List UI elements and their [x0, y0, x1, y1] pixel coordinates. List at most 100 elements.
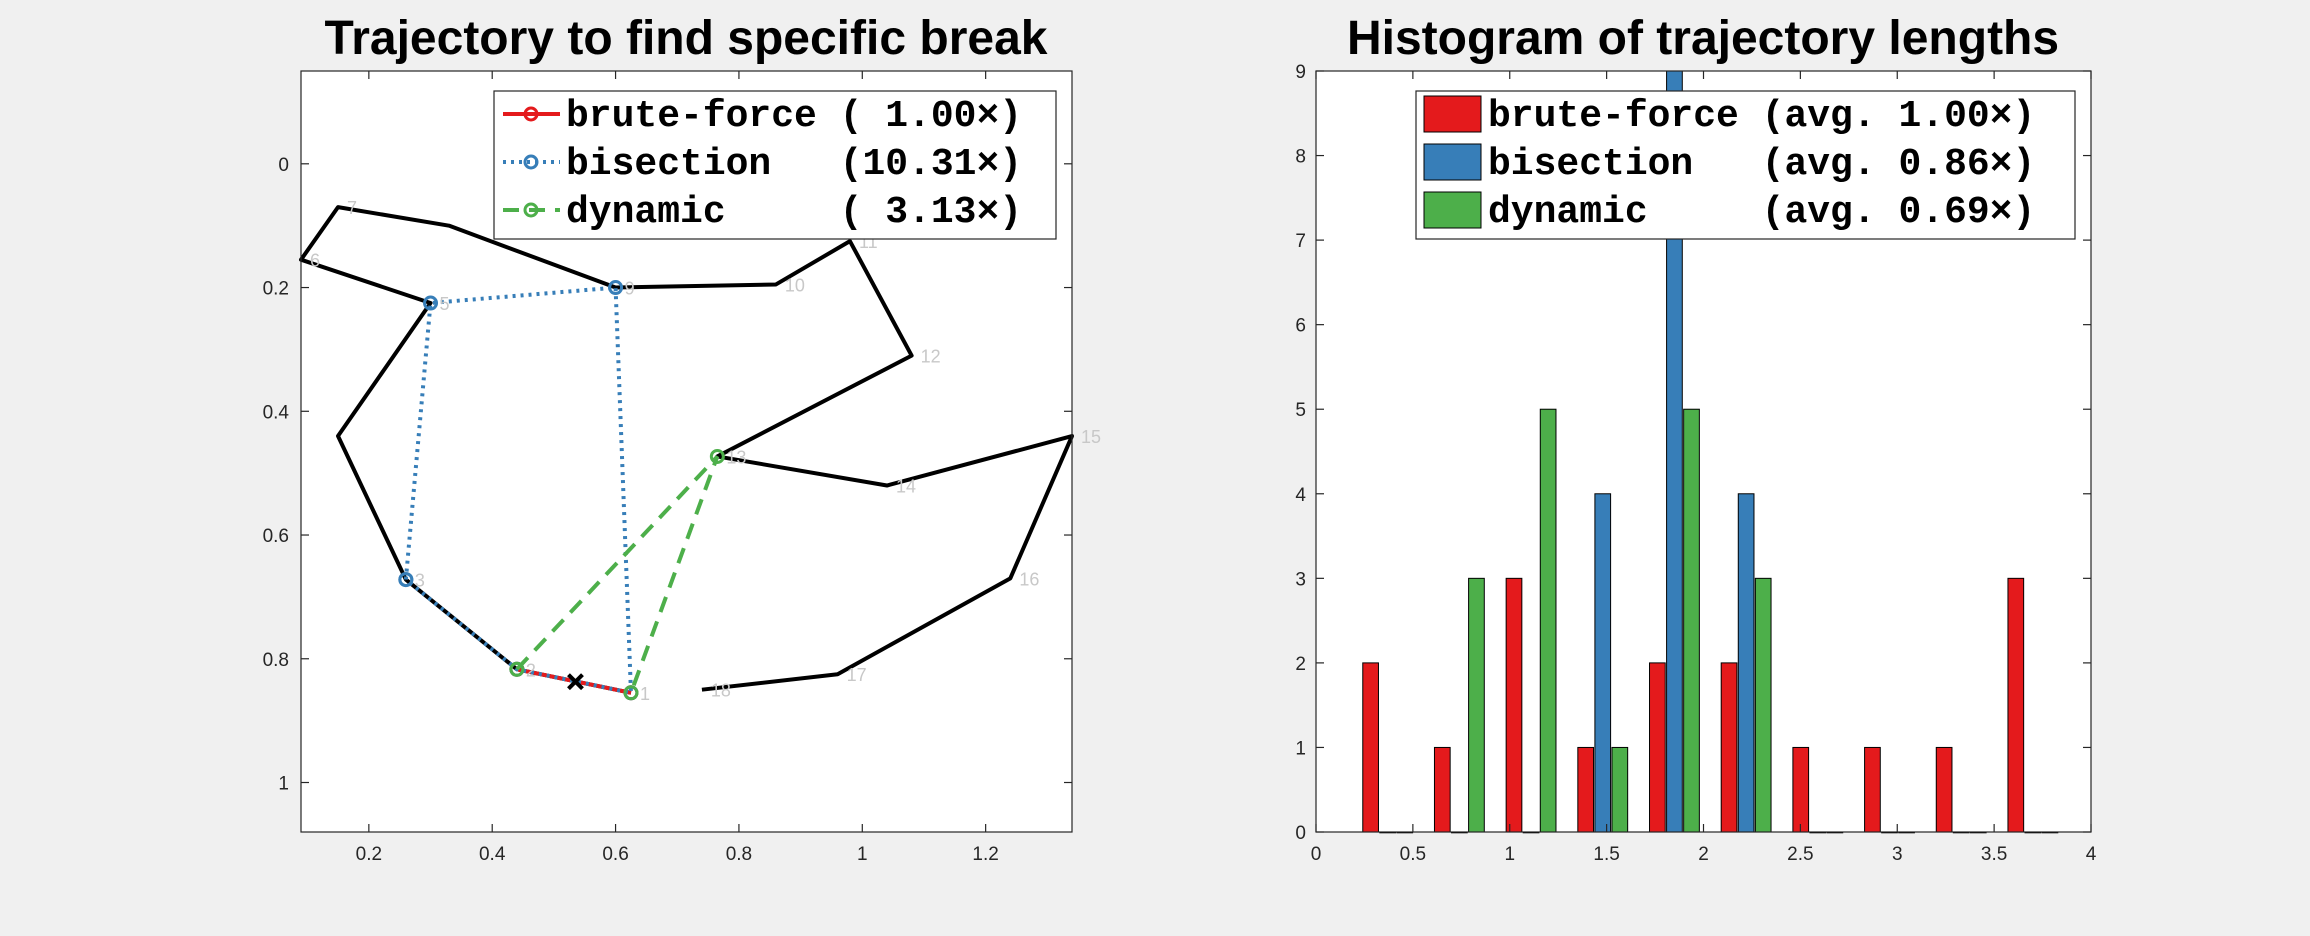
legend-label-brute-force: brute-force ( 1.00×): [566, 95, 1022, 138]
y-tick-label: 0: [278, 155, 289, 176]
bar-dynamic: [1539, 408, 1557, 833]
node-label: 5: [440, 294, 450, 314]
node-label: 6: [310, 251, 320, 271]
y-tick-label: 5: [1295, 400, 1306, 421]
axes-box: [300, 70, 1073, 833]
x-tick-label: 1: [857, 844, 868, 865]
bar-brute-force: [1649, 662, 1666, 833]
legend: brute-force (avg. 1.00×) bisection (avg. …: [1415, 90, 2076, 240]
legend-label-dynamic: dynamic ( 3.13×): [566, 191, 1022, 234]
bar-bisection: [1737, 493, 1755, 833]
bar-dynamic: [1754, 577, 1772, 833]
x-tick-label: 1.5: [1593, 844, 1619, 865]
histogram-chart: 0 0.5 1 1.5 2 2.5 3 3.5 4 0 1 2 3 4 5 6 7 8 9 Histogram of…: [1295, 12, 2096, 865]
x-tick-label: 0.5: [1400, 844, 1426, 865]
y-tick-label: 0.6: [263, 526, 289, 547]
legend-box: [1415, 90, 2076, 240]
legend-swatch-bisection: [1423, 143, 1482, 181]
legend-label-dynamic: dynamic (avg. 0.69×): [1488, 191, 2035, 234]
axis-ticks: 0.2 0.4 0.6 0.8 1 1.2 0 0.2 0.4 0.6 0.8 1: [263, 71, 1072, 865]
series-point-bisection: [398, 572, 414, 588]
y-tick-label: 0.4: [263, 402, 290, 423]
x-tick-label: 4: [2086, 844, 2097, 865]
bar-brute-force: [1577, 746, 1595, 833]
node-label: 15: [1081, 427, 1101, 447]
bar-dynamic: [1683, 408, 1700, 833]
node-label: 16: [1019, 569, 1039, 589]
node-label: 9: [625, 279, 635, 299]
bar-brute-force: [1864, 746, 1881, 833]
node-label: 17: [847, 665, 867, 685]
y-tick-label: 1: [278, 774, 289, 795]
axis-ticks: 0 0.5 1 1.5 2 2.5 3 3.5 4 0 1 2 3 4 5 6 7 8 9: [1295, 62, 2096, 865]
chart-title: Histogram of trajectory lengths: [1347, 12, 2059, 65]
x-tick-label: 2.5: [1787, 844, 1813, 865]
y-tick-label: 4: [1295, 485, 1306, 506]
break-path: [299, 205, 1074, 695]
series-point-bisection: [423, 295, 439, 311]
legend-marker-dynamic: [523, 202, 539, 218]
bar-dynamic: [1611, 746, 1629, 833]
x-tick-label: 0.8: [726, 844, 752, 865]
y-tick-label: 7: [1295, 231, 1306, 252]
y-tick-label: 3: [1295, 569, 1306, 590]
bar-brute-force: [1792, 746, 1810, 833]
break-marker: [567, 673, 584, 691]
chart-title: Trajectory to find specific break: [325, 12, 1048, 65]
legend-swatch-dynamic: [1423, 191, 1482, 229]
legend: brute-force ( 1.00×) bisection (10.31×) dy…: [493, 90, 1057, 240]
x-tick-label: 3.5: [1981, 844, 2007, 865]
y-tick-label: 8: [1295, 147, 1306, 168]
legend-label-bisection: bisection (avg. 0.86×): [1488, 143, 2035, 186]
series-point-dynamic: [623, 685, 639, 701]
node-label: 18: [711, 681, 731, 701]
histogram-bars: [1362, 70, 2059, 834]
legend-label-bisection: bisection (10.31×): [566, 143, 1022, 186]
series-point-dynamic: [709, 448, 725, 464]
bar-brute-force: [1505, 577, 1523, 833]
bar-brute-force: [1935, 746, 1953, 833]
node-label: 14: [896, 477, 916, 497]
legend-marker-brute-force: [523, 106, 539, 122]
series-line-bisection: [403, 285, 634, 696]
node-label: 10: [785, 275, 805, 295]
node-label: 2: [526, 660, 536, 680]
node-label: 3: [415, 571, 425, 591]
x-tick-label: 0.4: [479, 844, 506, 865]
black-path-line: [299, 205, 1074, 695]
legend-swatch-brute-force: [1423, 95, 1482, 133]
break-x-marker: [567, 673, 584, 691]
y-tick-label: 9: [1295, 62, 1306, 83]
series-point-bisection: [608, 280, 624, 296]
node-label: 1: [640, 684, 650, 704]
x-tick-label: 2: [1698, 844, 1709, 865]
node-label: 7: [347, 198, 357, 218]
x-tick-label: 0.6: [602, 844, 628, 865]
x-tick-label: 1.2: [972, 844, 998, 865]
y-tick-label: 0: [1295, 823, 1306, 844]
y-tick-label: 2: [1295, 654, 1306, 675]
bar-dynamic: [1468, 577, 1485, 833]
series-line-dynamic: [515, 455, 720, 694]
x-tick-label: 0.2: [356, 844, 382, 865]
x-tick-label: 3: [1892, 844, 1903, 865]
x-tick-label: 1: [1504, 844, 1515, 865]
bar-brute-force: [1362, 662, 1379, 833]
node-label: 12: [921, 347, 941, 367]
y-tick-label: 0.8: [263, 650, 289, 671]
bar-bisection: [1594, 493, 1612, 833]
node-label: 13: [726, 447, 746, 467]
x-tick-label: 0: [1311, 844, 1322, 865]
y-tick-label: 1: [1295, 738, 1306, 759]
bar-brute-force: [1720, 662, 1738, 833]
legend-label-brute-force: brute-force (avg. 1.00×): [1488, 95, 2035, 138]
bar-brute-force: [2007, 577, 2025, 833]
series-point-dynamic: [509, 661, 525, 677]
legend-marker-bisection: [523, 154, 539, 170]
y-tick-label: 6: [1295, 316, 1306, 337]
y-tick-label: 0.2: [263, 279, 289, 300]
bar-brute-force: [1433, 746, 1451, 833]
